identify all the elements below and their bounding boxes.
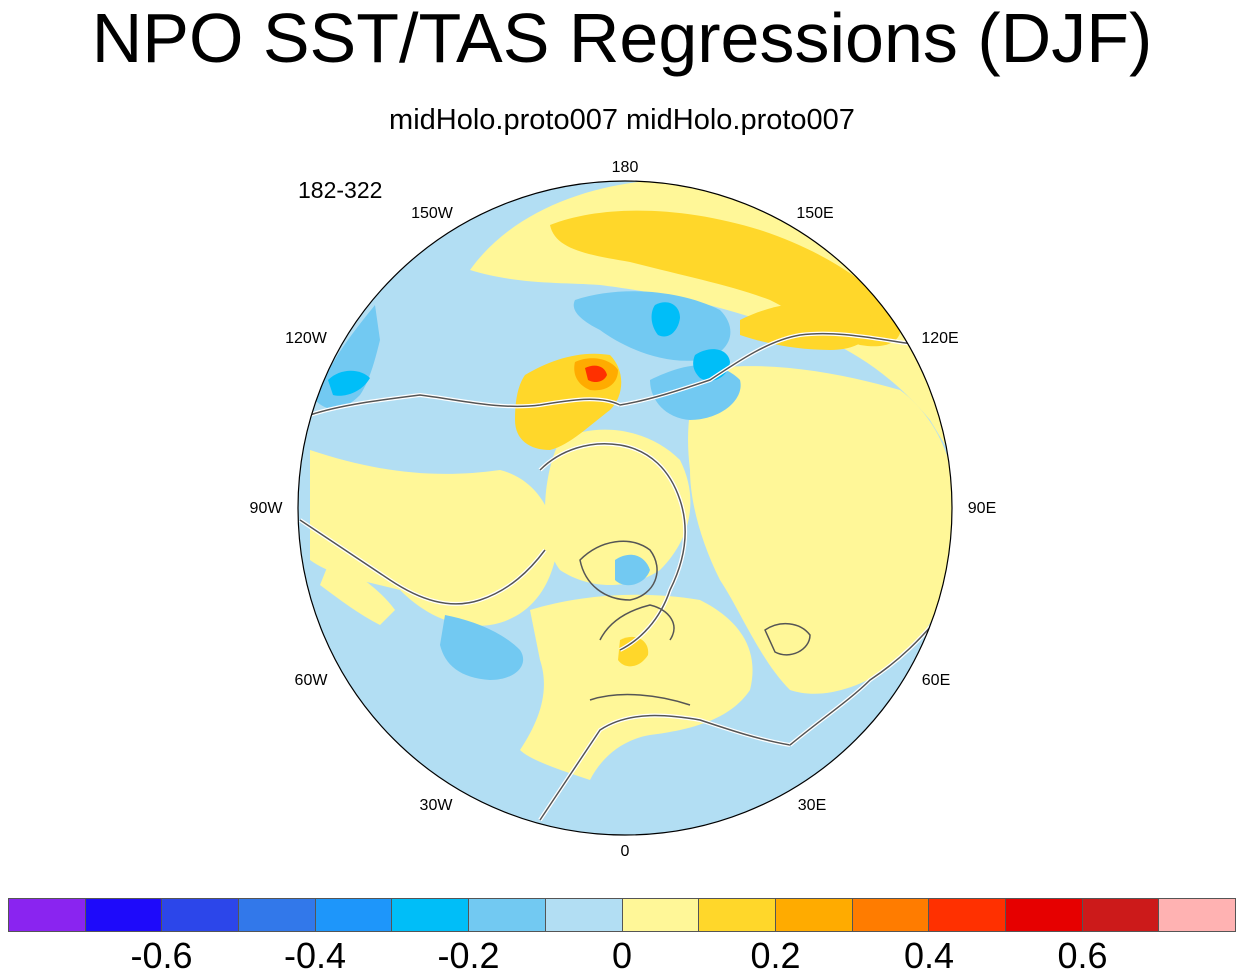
colorbar-swatch xyxy=(85,899,163,931)
lon-label-60e: 60E xyxy=(922,672,950,689)
colorbar-swatch xyxy=(545,899,623,931)
colorbar-tick-label: 0.4 xyxy=(903,935,955,976)
colorbar-swatch xyxy=(315,899,393,931)
colorbar-swatch xyxy=(9,899,86,931)
field-cyan-alaska xyxy=(328,370,370,396)
colorbar-swatch xyxy=(852,899,930,931)
lon-label-90e: 90E xyxy=(968,500,996,517)
colorbar-swatch xyxy=(929,899,1006,931)
colorbar-tick-label: 0.6 xyxy=(1057,935,1108,976)
colorbar-tick-label: -0.2 xyxy=(437,935,500,976)
regression-field xyxy=(298,181,952,835)
field-blue-atlantic xyxy=(440,615,524,680)
lon-label-150e: 150E xyxy=(796,205,833,222)
colorbar-tick-label: 0 xyxy=(611,935,633,976)
lon-label-150w: 150W xyxy=(411,205,454,222)
polar-map: 180 150E 120E 90E 60E 30E 0 30W 60W 90W … xyxy=(250,159,997,860)
colorbar-swatch xyxy=(1159,899,1235,931)
lon-label-30w: 30W xyxy=(420,797,454,814)
lon-label-120w: 120W xyxy=(285,330,328,347)
field-cyan-pacific xyxy=(651,302,680,337)
colorbar-swatch xyxy=(775,899,853,931)
chart-title: NPO SST/TAS Regressions (DJF) xyxy=(91,0,1153,77)
field-gold-kamchatka xyxy=(740,302,873,350)
lon-label-60w: 60W xyxy=(295,672,329,689)
colorbar-swatch xyxy=(162,899,240,931)
field-yellow-canada xyxy=(310,450,556,626)
colorbar-swatch xyxy=(699,899,776,931)
field-blue-barents xyxy=(615,554,650,586)
field-gold-baltic xyxy=(618,636,649,667)
colorbar-swatch xyxy=(1005,899,1083,931)
field-yellow-eurasia xyxy=(688,366,952,694)
field-blue-pacific xyxy=(573,291,731,361)
field-yellow-arctic xyxy=(545,429,691,585)
lon-label-180: 180 xyxy=(612,159,639,176)
lon-label-30e: 30E xyxy=(798,797,826,814)
lon-label-120e: 120E xyxy=(921,330,958,347)
colorbar-tick-label: 0.2 xyxy=(750,935,801,976)
colorbar-tick-label: -0.4 xyxy=(283,935,347,976)
colorbar-swatch xyxy=(392,899,470,931)
field-yellow-mexico xyxy=(320,560,395,625)
colorbar-swatch xyxy=(622,899,700,931)
map-boundary xyxy=(297,180,953,836)
colorbar-swatch xyxy=(1082,899,1160,931)
period-label: 182-322 xyxy=(298,177,383,203)
coastlines xyxy=(298,331,947,822)
field-yellow-atlantic xyxy=(520,594,753,780)
lon-label-0: 0 xyxy=(621,843,630,860)
colorbar xyxy=(8,898,1236,932)
field-red-alaska xyxy=(585,365,607,383)
colorbar-swatch xyxy=(469,899,546,931)
colorbar-swatch xyxy=(239,899,316,931)
lon-label-90w: 90W xyxy=(250,500,284,517)
colorbar-tick-label: -0.6 xyxy=(130,935,193,976)
chart-subtitle: midHolo.proto007 midHolo.proto007 xyxy=(389,104,855,136)
